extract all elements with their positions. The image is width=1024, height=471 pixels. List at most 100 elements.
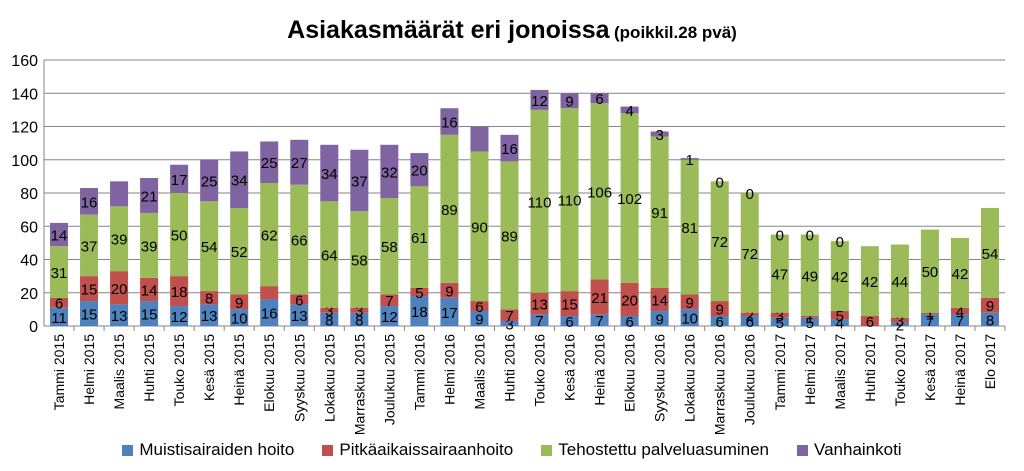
bar-segment <box>440 282 459 298</box>
bar-segment <box>590 103 609 280</box>
data-label: 16 <box>501 141 518 158</box>
bar-segment <box>320 312 339 326</box>
bar-segment <box>200 201 219 292</box>
data-label: 58 <box>381 239 398 256</box>
x-tick-label: Syyskuu 2015 <box>291 334 307 422</box>
data-label: 5 <box>776 315 784 332</box>
data-label: 21 <box>141 188 158 205</box>
legend-item: Tehostettu palveluasuminen <box>541 440 769 460</box>
x-tick-label: Huhti 2016 <box>501 334 517 402</box>
bar-segment <box>290 304 309 326</box>
data-label: 3 <box>655 127 663 144</box>
bar-segment <box>830 241 849 312</box>
data-label: 4 <box>836 316 844 333</box>
data-label: 10 <box>681 311 698 328</box>
bar-segment <box>530 314 549 326</box>
chart-legend: Muistisairaiden hoito Pitkäaikaissairaanh… <box>0 440 1024 460</box>
y-tick-label: 100 <box>11 153 38 170</box>
data-label: 17 <box>171 172 188 189</box>
bar-segment <box>50 307 69 326</box>
bar-segment <box>470 311 489 326</box>
data-label: 37 <box>351 174 368 191</box>
data-label: 42 <box>952 266 969 283</box>
bar-segment <box>650 311 669 326</box>
data-label: 0 <box>716 174 724 191</box>
data-label: 72 <box>711 234 728 251</box>
bar-segment <box>320 307 339 313</box>
legend-swatch <box>797 444 808 456</box>
legend-swatch <box>541 444 553 456</box>
data-label: 62 <box>261 228 278 245</box>
data-label: 50 <box>922 264 939 281</box>
data-label: 17 <box>441 305 458 322</box>
x-tick-label: Marraskuu 2015 <box>351 334 367 435</box>
bar-segment <box>200 159 219 202</box>
data-label: 15 <box>141 307 158 324</box>
data-label: 49 <box>801 268 818 285</box>
data-label: 34 <box>231 173 248 190</box>
data-label: 110 <box>528 194 552 211</box>
bar-segment <box>350 211 369 308</box>
bar-segment <box>980 312 999 326</box>
data-label: 8 <box>325 312 333 329</box>
bar-segment <box>890 244 909 318</box>
bar-segment <box>110 304 129 326</box>
data-label: 15 <box>561 297 578 314</box>
data-label: 10 <box>231 311 248 328</box>
bar-segment <box>170 164 189 193</box>
bar-segment <box>350 149 369 212</box>
x-tick-label: Tammi 2016 <box>411 334 427 410</box>
bar-segment <box>50 297 69 308</box>
bar-segment <box>620 106 639 114</box>
data-label: 20 <box>111 281 128 298</box>
data-label: 4 <box>625 103 633 120</box>
data-label: 64 <box>321 248 338 265</box>
x-tick-label: Touko 2015 <box>171 334 187 407</box>
data-label: 42 <box>862 274 879 291</box>
bar-segment <box>470 301 489 312</box>
data-label: 12 <box>531 93 548 110</box>
data-label: 7 <box>595 313 603 330</box>
data-label: 8 <box>205 291 213 308</box>
bar-segment <box>170 306 189 326</box>
x-tick-label: Elokuu 2015 <box>261 334 277 412</box>
bar-segment <box>650 287 669 312</box>
data-label: 0 <box>836 234 844 251</box>
bar-segment <box>770 317 789 326</box>
bar-segment <box>890 322 909 326</box>
y-tick-label: 60 <box>20 219 38 236</box>
data-label: 12 <box>171 309 188 326</box>
data-label: 81 <box>681 220 698 237</box>
bar-segment <box>920 312 939 315</box>
bar-segment <box>410 153 429 187</box>
data-label: 102 <box>617 191 642 208</box>
bar-segment <box>200 291 219 305</box>
bar-segment <box>710 301 729 317</box>
data-label: 18 <box>171 284 188 301</box>
y-tick-label: 40 <box>20 253 38 270</box>
data-label: 20 <box>411 163 428 180</box>
bar-segment <box>230 151 249 208</box>
data-label: 6 <box>565 314 573 331</box>
bar-segment <box>350 307 369 313</box>
data-label: 18 <box>411 304 428 321</box>
x-tick-label: Heinä 2015 <box>231 334 247 406</box>
bar-segment <box>380 197 399 295</box>
bar-segment <box>530 109 549 293</box>
bar-segment <box>800 317 819 326</box>
data-label: 54 <box>201 239 218 256</box>
legend-swatch <box>122 444 134 456</box>
legend-swatch <box>322 444 334 456</box>
bar-segment <box>560 93 579 109</box>
bar-segment <box>80 214 99 277</box>
x-tick-label: Elo 2017 <box>982 334 998 389</box>
data-label: 31 <box>51 265 68 282</box>
y-tick-label: 140 <box>11 86 38 103</box>
y-tick-label: 0 <box>29 319 38 336</box>
x-tick-label: Lokakuu 2016 <box>682 334 698 422</box>
data-label: 21 <box>591 290 608 307</box>
data-label: 66 <box>291 233 308 250</box>
bar-segment <box>830 319 849 326</box>
data-label: 13 <box>201 308 218 325</box>
